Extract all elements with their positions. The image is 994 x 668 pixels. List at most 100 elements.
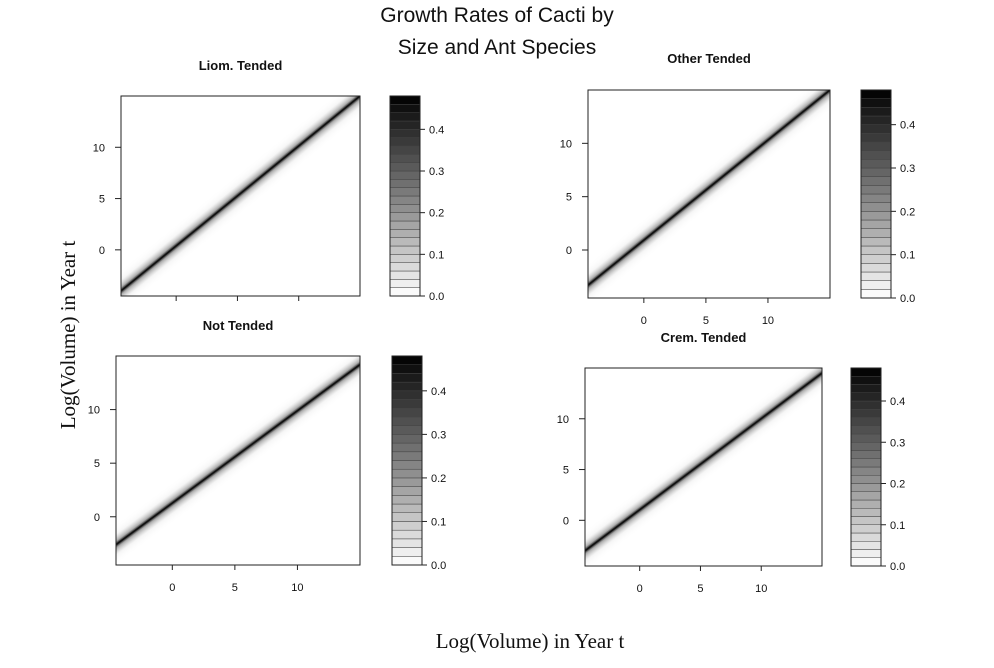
colorbar-swatch [860,202,892,212]
colorbar-tick-label: 0.2 [900,206,915,218]
y-tick-label: 0 [566,245,572,257]
y-tick-label: 5 [563,465,569,477]
colorbar-swatch [391,521,423,531]
colorbar-tick-label: 0.4 [890,396,905,408]
colorbar-swatch [860,211,892,221]
colorbar-swatch [860,271,892,281]
colorbar-swatch [389,95,421,105]
panel-4: Crem. Tended 0 5 10 0 5 10 0.0 0.1 0.2 0.3 0.4 [557,330,906,595]
colorbar-tick-label: 0.2 [429,208,444,220]
colorbar-swatch [860,185,892,195]
y-tick-label: 5 [99,194,105,206]
colorbar-tick-label: 0.1 [890,520,905,532]
x-tick-label: 10 [755,583,767,595]
colorbar-swatch [391,425,423,435]
figure-title-line-1: Growth Rates of Cacti by [380,4,614,27]
colorbar-swatch [389,120,421,130]
colorbar-swatch [391,381,423,392]
colorbar-swatch [389,187,421,197]
colorbar-swatch [389,179,421,188]
colorbar-swatch [850,499,882,509]
x-tick-label: 0 [637,583,643,595]
colorbar-frame [389,95,421,297]
colorbar-swatch [860,219,892,229]
colorbar-swatch [860,176,892,186]
y-tick-label: 5 [566,192,572,204]
colorbar-swatch [850,409,882,418]
panel-3: Not Tended 0 5 10 0 5 10 0.0 0.1 0.2 0.3 0.4 [88,318,447,594]
y-tick-label: 10 [88,405,100,417]
colorbar-swatch [850,483,882,492]
colorbar-swatch [850,557,882,567]
colorbar-swatch [850,450,882,459]
colorbar-swatch [860,245,892,255]
density-ridge-layer [121,96,360,296]
colorbar-tick-label: 0.4 [429,124,444,136]
x-tick-label: 5 [232,582,238,594]
colorbar-swatch [389,137,421,147]
colorbar-swatch [389,287,421,297]
colorbar-swatch [391,495,423,505]
colorbar-swatch [850,491,882,501]
colorbar-frame [850,367,882,567]
colorbar-swatch [389,112,421,122]
colorbar-tick-label: 0.3 [890,437,905,449]
colorbar-swatch [850,400,882,410]
density-ridge-layer [116,356,360,565]
plot-frame [587,89,831,299]
colorbar-swatch [860,89,892,99]
colorbar-swatch [389,104,421,113]
colorbar-swatch [860,228,892,238]
colorbar-swatch [389,237,421,247]
colorbar-swatch [391,529,423,540]
colorbar-swatch [391,416,423,426]
density-ridge-crest [588,90,830,286]
colorbar-swatch [850,508,882,517]
x-tick-label: 0 [169,582,175,594]
colorbar-swatch [850,376,882,385]
colorbar-swatch [389,229,421,238]
colorbar-swatch [860,115,892,125]
colorbar-swatch [389,204,421,213]
y-tick-label: 0 [563,515,569,527]
x-tick-label: 10 [291,582,303,594]
colorbar-tick-label: 0.1 [429,249,444,261]
plot-frame [584,367,823,567]
colorbar-swatch [389,129,421,138]
y-tick-label: 0 [99,245,105,257]
colorbar-swatch [391,468,423,479]
panel-title: Liom. Tended [199,58,283,73]
colorbar-swatch [860,159,892,169]
panels-group: Liom. Tended 0 5 10 0.0 0.1 0.2 0.3 0.4 Other Ten… [88,51,916,595]
colorbar-swatch [389,212,421,222]
panel-title: Other Tended [667,51,751,66]
colorbar-swatch [389,245,421,255]
density-ridge-crest [121,96,360,292]
colorbar-swatch [860,98,892,108]
colorbar-swatch [391,547,423,557]
colorbar-tick-label: 0.2 [431,473,446,485]
colorbar-swatch [860,167,892,177]
colorbar-swatch [850,466,882,476]
colorbar-tick-label: 0.3 [429,166,444,178]
panel-2: Other Tended 0 5 10 0 5 10 0.0 0.1 0.2 0.3 0.4 [560,51,916,327]
colorbar-swatch [860,141,892,151]
plot-frame [115,355,361,566]
colorbar-tick-label: 0.1 [900,250,915,262]
x-axis-title: Log(Volume) in Year t [436,629,625,653]
colorbar-swatch [391,556,423,566]
colorbar-swatch [860,193,892,203]
y-tick-label: 0 [94,512,100,524]
colorbar-swatch [391,434,423,444]
colorbar-swatch [850,425,882,435]
colorbar-swatch [850,541,882,550]
colorbar-swatch [389,254,421,263]
colorbar-swatch [860,289,892,299]
colorbar-tick-label: 0.0 [429,291,444,303]
density-ridge-crest [585,372,822,552]
colorbar-swatch [850,516,882,525]
colorbar-tick-label: 0.0 [900,293,915,305]
panel-1: Liom. Tended 0 5 10 0.0 0.1 0.2 0.3 0.4 [93,58,445,303]
colorbar-swatch [391,373,423,383]
